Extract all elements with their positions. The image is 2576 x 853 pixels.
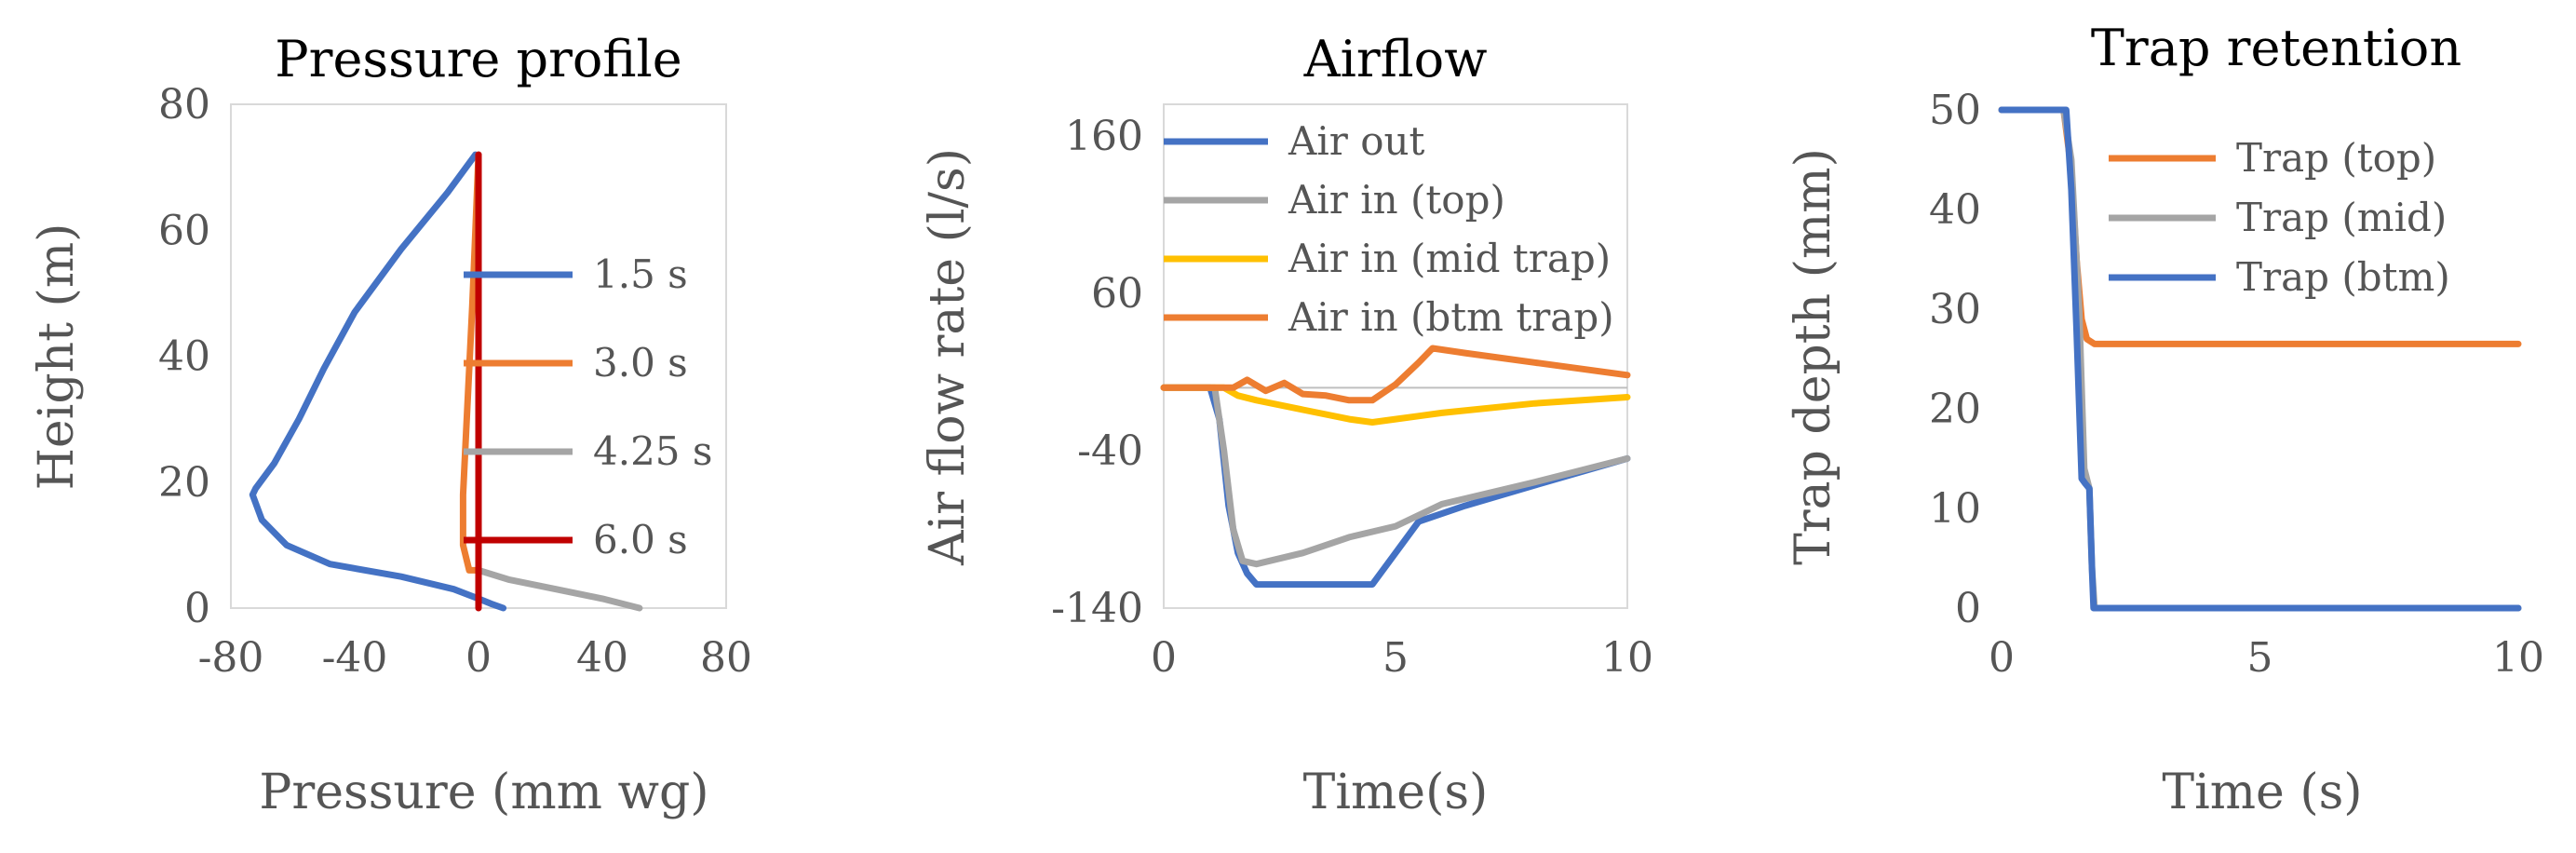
airflow-x-tick-label: 0 [1151,634,1177,682]
trap-retention-x-tick-label: 10 [2492,634,2544,682]
trap-retention-series-trap-btm-line [1998,106,2522,612]
pressure-profile-legend-label-4-25-s: 4.25 s [593,428,712,474]
airflow-chart: Airflow Time(s) Air flow rate (l/s) 0 5 10 -14… [920,30,1653,820]
pressure-profile-y-tick-label: 20 [158,459,210,507]
airflow-legend-label-air-in-top: Air in (top) [1288,177,1505,223]
airflow-title: Airflow [1303,30,1488,88]
trap-retention-y-tick-label: 30 [1929,286,1981,333]
pressure-profile-series-3-0-s-line [459,151,482,574]
pressure-profile-series-1-5-s-line [249,151,507,612]
pressure-profile-y-tick-label: 40 [158,333,210,381]
pressure-profile-y-tick-label: 0 [184,585,210,632]
pressure-profile-chart: Pressure profile Pressure (mm wg) Height (… [29,30,752,820]
airflow-plot-frame [1163,103,1628,609]
airflow-x-axis-title: Time(s) [1303,765,1489,820]
trap-retention-y-tick-label: 50 [1929,87,1981,134]
pressure-profile-y-tick-label: 80 [158,81,210,129]
trap-retention-y-tick-label: 20 [1929,386,1981,433]
pressure-profile-legend-label-3-0-s: 3.0 s [593,340,688,386]
pressure-profile-x-tick-label: -40 [322,634,388,682]
pressure-profile-x-tick-label: -80 [198,634,264,682]
trap-retention-x-tick-label: 0 [1989,634,2015,682]
pressure-profile-x-axis-title: Pressure (mm wg) [259,765,708,820]
airflow-x-tick-label: 10 [1601,634,1653,682]
pressure-profile-title: Pressure profile [275,30,681,88]
trap-retention-legend-label-trap-top: Trap (top) [2236,135,2436,181]
trap-retention-y-tick-label: 10 [1929,485,1981,533]
trap-retention-legend-label-trap-btm: Trap (btm) [2236,254,2450,300]
trap-retention-legend-label-trap-mid: Trap (mid) [2236,195,2447,240]
airflow-series-air-in-btm-trap-line [1160,345,1631,404]
airflow-series-air-in-mid-trap-line [1160,384,1631,426]
airflow-y-tick-label: -40 [1077,427,1143,475]
airflow-legend-label-air-in-mid-trap: Air in (mid trap) [1288,236,1611,281]
pressure-profile-y-axis-title: Height (m) [29,223,85,491]
pressure-profile-x-tick-label: 0 [465,634,492,682]
trap-retention-y-tick-label: 0 [1955,585,1981,632]
airflow-legend-label-air-in-btm-trap: Air in (btm trap) [1288,294,1614,340]
trap-retention-x-tick-label: 5 [2247,634,2273,682]
airflow-y-tick-label: 60 [1091,270,1143,318]
pressure-profile-legend-label-1-5-s: 1.5 s [593,251,688,297]
pressure-profile-legend-label-6-0-s: 6.0 s [593,517,688,562]
trap-retention-chart: Trap retention Time (s) Trap depth (mm) 0 5 1… [1786,19,2544,820]
airflow-y-tick-label: -140 [1051,585,1143,632]
trap-retention-y-tick-label: 40 [1929,186,1981,234]
trap-retention-x-axis-title: Time (s) [2162,765,2362,820]
trap-retention-title: Trap retention [2091,19,2461,77]
pressure-profile-x-tick-label: 40 [576,634,628,682]
trap-retention-y-axis-title: Trap depth (mm) [1786,148,1841,565]
airflow-y-tick-label: 160 [1065,113,1143,160]
pressure-profile-y-tick-label: 60 [158,207,210,254]
airflow-legend-label-air-out: Air out [1288,118,1425,164]
pressure-profile-x-tick-label: 80 [700,634,752,682]
airflow-x-tick-label: 5 [1382,634,1409,682]
airflow-series-air-in-top-line [1160,384,1631,568]
airflow-y-axis-title: Air flow rate (l/s) [920,148,976,566]
